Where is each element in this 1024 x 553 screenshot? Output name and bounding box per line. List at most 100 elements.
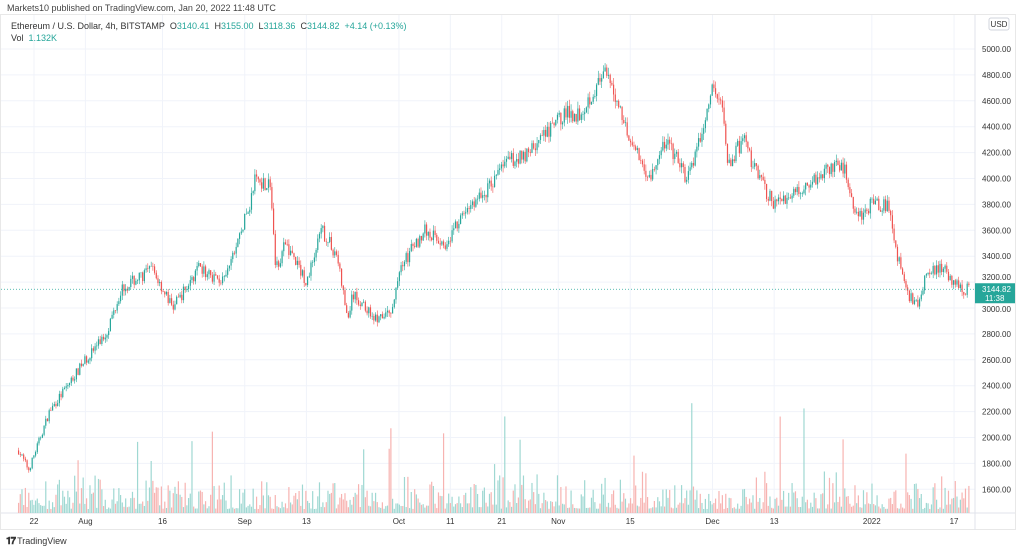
volume-bar <box>155 487 157 513</box>
candle-body <box>803 189 805 194</box>
candle-body <box>964 294 967 296</box>
currency-badge[interactable] <box>988 17 1010 31</box>
candle-body <box>393 299 395 308</box>
volume-bar <box>714 498 717 513</box>
volume-bar <box>70 508 72 513</box>
candle-body <box>840 162 842 171</box>
volume-bar <box>449 503 451 513</box>
candle-body <box>31 457 33 469</box>
candle-body <box>628 135 630 141</box>
volume-bar <box>726 507 729 513</box>
candle-body <box>677 151 679 163</box>
candle-body <box>446 244 448 249</box>
volume-bar <box>755 477 757 513</box>
candle-body <box>544 129 547 137</box>
volume-bar <box>99 479 101 513</box>
close-label: C <box>300 21 307 31</box>
volume-bar <box>629 498 632 513</box>
candle-body <box>470 205 472 210</box>
volume-bar <box>650 508 652 513</box>
volume-bar <box>584 480 586 513</box>
candle-body <box>845 164 848 180</box>
candle-body <box>240 231 242 234</box>
volume-bar <box>488 493 491 513</box>
candle-body <box>101 336 103 344</box>
candle-body <box>267 179 270 188</box>
volume-bar <box>517 497 519 513</box>
volume-bar <box>476 493 479 513</box>
volume-bar <box>77 460 79 513</box>
volume-bar <box>691 403 693 513</box>
volume-bar <box>745 496 747 513</box>
candle-body <box>592 96 594 102</box>
candle-body <box>786 197 788 204</box>
volume-bar <box>922 508 924 513</box>
volume-bar <box>269 496 271 513</box>
volume-bar <box>521 484 523 513</box>
volume-bar <box>126 507 128 513</box>
candle-body <box>636 148 638 150</box>
volume-bar <box>390 428 392 513</box>
y-tick-label: 4000.00 <box>982 175 1011 184</box>
candle-body <box>835 160 837 162</box>
candle-body <box>179 294 181 298</box>
candle-body <box>645 170 647 177</box>
volume-bar <box>250 506 253 513</box>
volume-bar <box>949 504 951 513</box>
candle-body <box>424 224 426 234</box>
volume-bar <box>458 496 460 513</box>
volume-bar <box>869 504 871 513</box>
volume-bar <box>621 501 623 513</box>
volume-bar <box>391 498 394 513</box>
volume-bar <box>417 498 419 513</box>
candle-body <box>696 146 698 152</box>
footer-logo[interactable]: 𝟏𝟕 TradingView <box>6 536 67 547</box>
candle-body <box>51 405 54 411</box>
volume-bar <box>419 502 421 513</box>
candle-body <box>342 285 344 291</box>
candle-body <box>206 274 208 278</box>
candle-body <box>580 114 582 120</box>
candle-body <box>46 418 49 422</box>
candle-body <box>133 275 135 285</box>
candle-body <box>187 285 190 290</box>
candle-body <box>720 99 722 101</box>
candle-body <box>63 387 66 389</box>
volume-bar <box>152 480 154 513</box>
candle-body <box>198 263 200 267</box>
volume-bar <box>867 503 870 513</box>
volume-bar <box>658 501 661 513</box>
candle-body <box>208 270 210 275</box>
volume-bar <box>626 507 628 513</box>
volume-bar <box>147 500 149 513</box>
volume-bar <box>111 499 113 513</box>
volume-bar <box>908 495 910 513</box>
candle-body <box>876 198 878 201</box>
candle-body <box>320 228 322 234</box>
candle-body <box>92 348 94 351</box>
x-tick-label: 15 <box>626 517 635 526</box>
candle-body <box>769 190 771 201</box>
candle-body <box>359 304 361 306</box>
y-tick-label: 3000.00 <box>982 305 1011 314</box>
symbol-title[interactable]: Ethereum / U.S. Dollar, 4h, BITSTAMP <box>11 21 165 31</box>
candle-body <box>247 212 249 214</box>
candle-body <box>493 175 496 188</box>
volume-bar <box>189 493 191 513</box>
volume-bar <box>589 507 591 513</box>
candle-body <box>658 155 661 160</box>
y-tick-label: 5000.00 <box>982 45 1011 54</box>
volume-bar <box>551 501 553 513</box>
volume-bar <box>866 492 868 513</box>
volume-bar <box>646 497 649 513</box>
candle-body <box>595 84 598 97</box>
candle-body <box>942 268 944 273</box>
candle-body <box>927 272 929 275</box>
candle-body <box>189 280 191 286</box>
volume-bar <box>701 502 703 513</box>
volume-bar <box>223 482 225 513</box>
volume-bar <box>261 481 263 513</box>
candle-body <box>136 280 139 281</box>
candle-body <box>91 348 93 359</box>
